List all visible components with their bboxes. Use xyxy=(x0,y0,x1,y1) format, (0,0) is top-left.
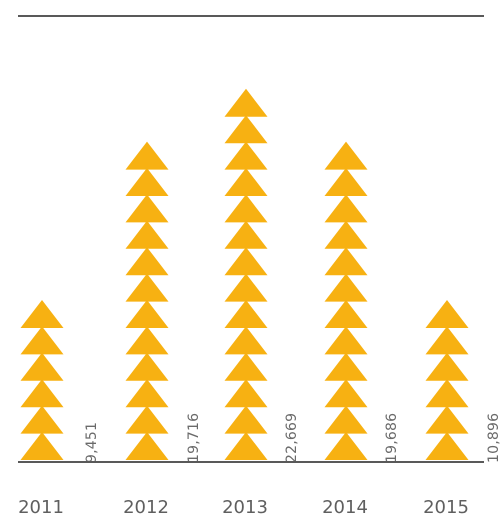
bars-layer xyxy=(20,88,469,460)
bar-2012-triangle-12 xyxy=(125,141,169,170)
bar-2015 xyxy=(425,300,469,460)
bar-2012-triangle-2 xyxy=(125,405,169,434)
bar-2014-triangle-11 xyxy=(324,168,368,196)
x-axis-tick-label-2011: 2011 xyxy=(18,497,64,518)
bar-2013-triangle-4 xyxy=(224,352,268,381)
value-label-2015: 10,896 xyxy=(486,413,502,463)
bar-2012-triangle-5 xyxy=(125,326,169,355)
bar-2011-triangle-1 xyxy=(20,432,64,460)
bar-2015-triangle-3 xyxy=(425,379,469,408)
bar-2013 xyxy=(224,88,268,460)
bar-2015-triangle-5 xyxy=(425,326,469,355)
x-axis-tick-label-2014: 2014 xyxy=(322,497,368,518)
bar-2014-triangle-9 xyxy=(324,220,368,249)
bar-2011-triangle-6 xyxy=(20,300,64,328)
bar-2012-triangle-3 xyxy=(125,379,169,408)
value-label-2012: 19,716 xyxy=(186,413,202,463)
bar-2013-triangle-1 xyxy=(224,432,268,460)
value-label-2011: 9,451 xyxy=(84,422,100,463)
bar-2012-triangle-1 xyxy=(125,432,169,460)
value-label-2013: 22,669 xyxy=(284,413,300,463)
x-axis-tick-label-2013: 2013 xyxy=(222,497,268,518)
bar-2013-triangle-7 xyxy=(224,273,268,302)
bar-2011 xyxy=(20,300,64,460)
bar-2011-triangle-2 xyxy=(20,405,64,434)
bar-2013-triangle-12 xyxy=(224,141,268,170)
bar-2014-triangle-12 xyxy=(324,141,368,170)
bar-2013-triangle-2 xyxy=(224,405,268,434)
bar-2012-triangle-11 xyxy=(125,168,169,196)
bar-2012-triangle-6 xyxy=(125,300,169,328)
bar-2013-triangle-8 xyxy=(224,247,268,276)
bar-2015-triangle-6 xyxy=(425,300,469,328)
value-labels-layer: 9,451 19,716 22,669 19,686 10,896 xyxy=(84,413,502,463)
bar-2012-triangle-4 xyxy=(125,352,169,381)
bar-2012-triangle-8 xyxy=(125,247,169,276)
bar-2013-triangle-3 xyxy=(224,379,268,408)
bar-2013-triangle-11 xyxy=(224,168,268,196)
bar-2013-triangle-5 xyxy=(224,326,268,355)
bar-2014 xyxy=(324,141,368,460)
bar-2014-triangle-3 xyxy=(324,379,368,408)
bar-2014-triangle-2 xyxy=(324,405,368,434)
bar-2015-triangle-1 xyxy=(425,432,469,460)
bar-2011-triangle-5 xyxy=(20,326,64,355)
bar-2011-triangle-3 xyxy=(20,379,64,408)
bar-2012-triangle-10 xyxy=(125,194,169,223)
bar-2014-triangle-10 xyxy=(324,194,368,223)
bar-2013-triangle-14 xyxy=(224,88,268,117)
bar-2014-triangle-1 xyxy=(324,432,368,460)
bar-2012-triangle-7 xyxy=(125,273,169,302)
bar-2014-triangle-4 xyxy=(324,352,368,381)
bar-2015-triangle-4 xyxy=(425,352,469,381)
x-axis-tick-label-2015: 2015 xyxy=(423,497,469,518)
bar-2013-triangle-9 xyxy=(224,220,268,249)
bar-2015-triangle-2 xyxy=(425,405,469,434)
x-axis-tick-labels: 2011 2012 2013 2014 2015 xyxy=(18,497,469,518)
bar-2014-triangle-8 xyxy=(324,247,368,276)
bar-2012-triangle-9 xyxy=(125,220,169,249)
value-label-2014: 19,686 xyxy=(384,413,400,463)
bar-2014-triangle-7 xyxy=(324,273,368,302)
bar-2013-triangle-13 xyxy=(224,115,268,144)
x-axis-tick-label-2012: 2012 xyxy=(123,497,169,518)
bar-2013-triangle-6 xyxy=(224,300,268,328)
bar-2014-triangle-6 xyxy=(324,300,368,328)
bar-2011-triangle-4 xyxy=(20,352,64,381)
bar-2012 xyxy=(125,141,169,460)
bar-2014-triangle-5 xyxy=(324,326,368,355)
bar-2013-triangle-10 xyxy=(224,194,268,223)
